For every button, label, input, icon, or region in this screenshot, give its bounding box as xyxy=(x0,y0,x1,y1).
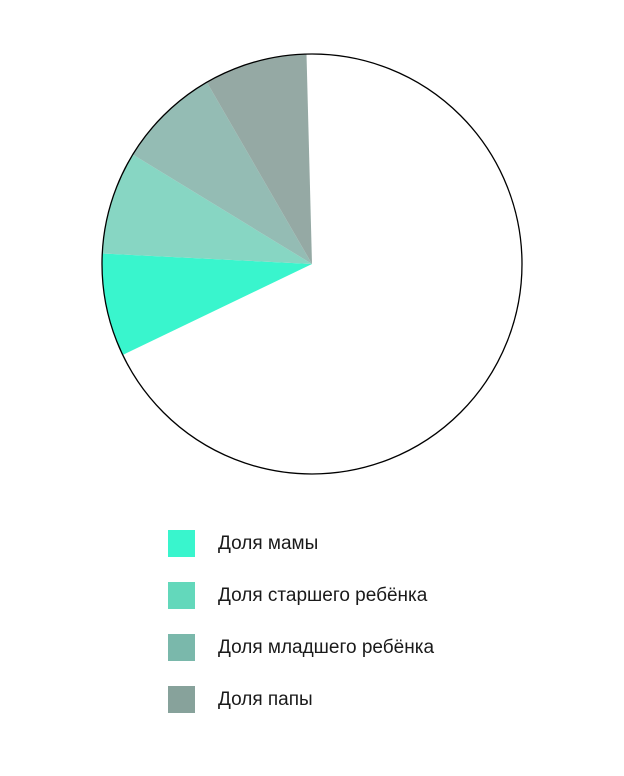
legend-label-older-child: Доля старшего ребёнка xyxy=(218,585,428,606)
legend-swatch-dad xyxy=(168,686,195,713)
pie-slice-dad xyxy=(206,54,312,264)
legend-item-younger-child: Доля младшего ребёнка xyxy=(168,630,568,682)
pie-slice-older-child xyxy=(102,154,312,264)
pie-slice-younger-child xyxy=(132,82,312,265)
pie-chart xyxy=(101,53,523,475)
legend-swatch-mom xyxy=(168,530,195,557)
legend-label-younger-child: Доля младшего ребёнка xyxy=(218,637,435,658)
legend-item-mom: Доля мамы xyxy=(168,526,568,578)
legend-item-older-child: Доля старшего ребёнка xyxy=(168,578,568,630)
legend-label-dad: Доля папы xyxy=(218,689,313,710)
pie-outline xyxy=(101,53,523,475)
legend-item-dad: Доля папы xyxy=(168,682,568,734)
legend-label-mom: Доля мамы xyxy=(218,533,319,554)
pie-slice-mom xyxy=(101,253,313,355)
legend-swatch-younger-child xyxy=(168,634,195,661)
legend: Доля мамы Доля старшего ребёнка Доля мла… xyxy=(168,526,568,734)
pie-slice-remainder xyxy=(122,53,522,474)
legend-swatch-older-child xyxy=(168,582,195,609)
